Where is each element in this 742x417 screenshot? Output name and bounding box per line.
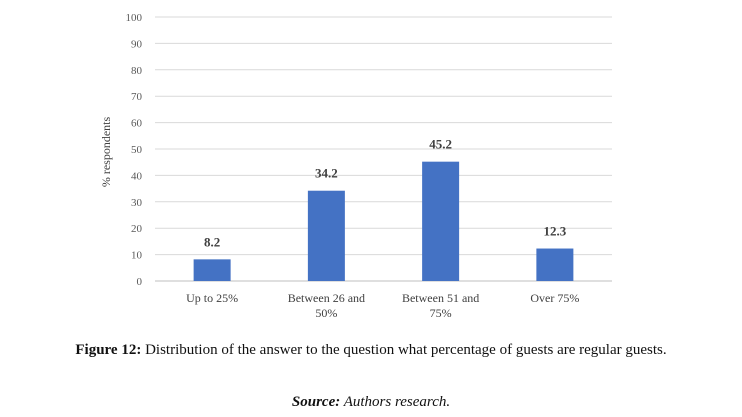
y-tick-30: 30 <box>131 197 143 209</box>
bar-1 <box>193 259 231 281</box>
data-label-1: 8.2 <box>204 234 220 249</box>
y-tick-50: 50 <box>131 144 143 156</box>
y-tick-100: 100 <box>126 12 143 24</box>
y-tick-10: 10 <box>131 250 143 262</box>
y-tick-60: 60 <box>131 118 143 130</box>
source-label: Source: <box>291 394 341 410</box>
caption-label: Figure 12: <box>75 342 142 358</box>
category-label-4: Over 75% <box>530 291 579 305</box>
bar-2 <box>307 190 345 281</box>
data-label-4: 12.3 <box>544 224 567 239</box>
category-label-1: Up to 25% <box>186 291 238 305</box>
category-labels: Up to 25% Between 26 and 50% Between 51 and… <box>186 291 579 320</box>
y-axis-label: % respondents <box>99 117 113 188</box>
data-labels: 8.2 34.2 45.2 12.3 <box>204 137 567 250</box>
category-label-2: Between 26 and 50% <box>288 291 365 320</box>
y-tick-20: 20 <box>131 223 143 235</box>
source-note: Source: Authors research. <box>0 394 742 411</box>
category-label-3: Between 51 and 75% <box>402 291 479 320</box>
y-tick-labels: 0 10 20 30 40 50 60 70 80 90 100 <box>126 12 143 288</box>
bar-4 <box>536 248 574 281</box>
bar-chart: 0 10 20 30 40 50 60 70 80 90 100 8.2 34.2 45.2 12.3 U… <box>99 12 612 320</box>
y-tick-0: 0 <box>137 276 143 288</box>
y-tick-90: 90 <box>131 38 143 50</box>
data-label-3: 45.2 <box>429 137 452 152</box>
figure-caption: Figure 12: Distribution of the answer to… <box>40 341 702 360</box>
y-tick-40: 40 <box>131 170 143 182</box>
source-text: Authors research. <box>343 394 451 410</box>
bars <box>193 161 574 281</box>
bar-3 <box>422 161 460 281</box>
caption-text: Distribution of the answer to the questi… <box>145 342 667 358</box>
data-label-2: 34.2 <box>315 166 338 181</box>
y-tick-70: 70 <box>131 91 143 103</box>
gridlines <box>155 16 612 282</box>
y-tick-80: 80 <box>131 65 143 77</box>
